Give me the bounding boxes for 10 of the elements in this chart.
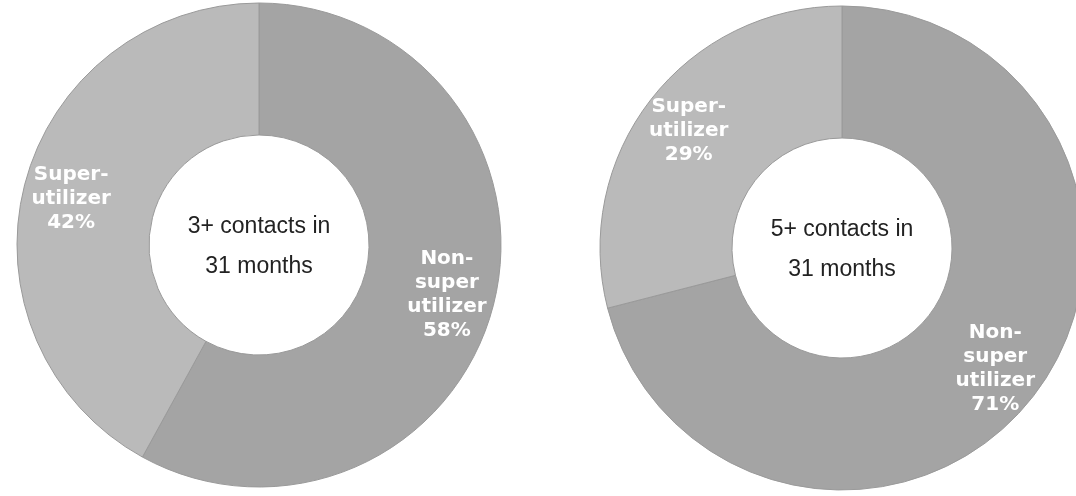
data-label: 42%: [47, 208, 96, 233]
text: 5+ contacts in 31 months: [770, 215, 914, 282]
text: 3+ contacts in 31 months: [187, 212, 331, 279]
slice-label: Non-super utilizer: [955, 318, 1036, 391]
data-label: 71%: [971, 390, 1020, 415]
data-label: 29%: [664, 141, 713, 166]
data-label: 58%: [422, 317, 471, 342]
slice-label: Non-super utilizer: [407, 245, 487, 318]
slice-label: Super-utilizer: [31, 160, 111, 209]
slice-label: Super-utilizer: [648, 93, 729, 142]
